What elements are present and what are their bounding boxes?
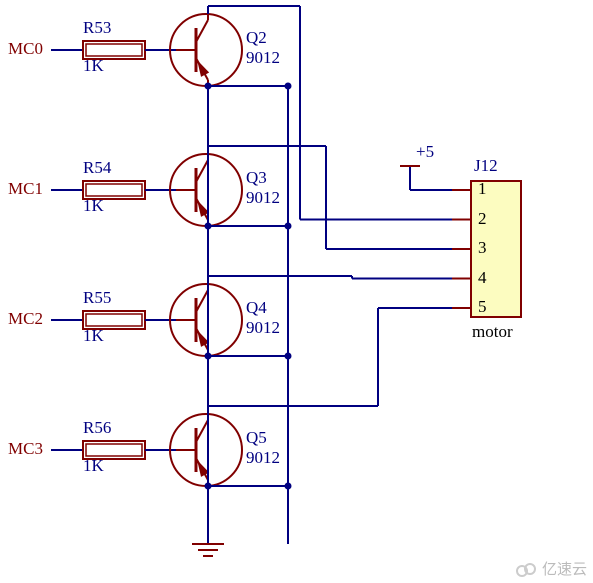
resistor-ref-r55: R55: [83, 288, 111, 308]
connector-pin-5: 5: [478, 297, 487, 317]
connector-pin-2: 2: [478, 209, 487, 229]
transistor-ref-q3: Q3: [246, 168, 267, 188]
connector-pin-4: 4: [478, 268, 487, 288]
net-label-mc0: MC0: [8, 39, 43, 59]
transistor-val-q4: 9012: [246, 318, 280, 338]
net-label-mc2: MC2: [8, 309, 43, 329]
transistor-ref-q2: Q2: [246, 28, 267, 48]
connector-ref: J12: [474, 156, 498, 176]
resistor-val-r53: 1K: [83, 56, 104, 76]
transistor-val-q2: 9012: [246, 48, 280, 68]
connector-name: motor: [472, 322, 513, 342]
transistor-ref-q5: Q5: [246, 428, 267, 448]
connector-pin-3: 3: [478, 238, 487, 258]
resistor-ref-r54: R54: [83, 158, 111, 178]
watermark: 亿速云: [516, 558, 587, 579]
resistor-ref-r56: R56: [83, 418, 111, 438]
transistor-val-q5: 9012: [246, 448, 280, 468]
net-label-mc3: MC3: [8, 439, 43, 459]
net-label-mc1: MC1: [8, 179, 43, 199]
power-label: +5: [416, 142, 434, 162]
resistor-val-r56: 1K: [83, 456, 104, 476]
resistor-ref-r53: R53: [83, 18, 111, 38]
watermark-text: 亿速云: [542, 561, 587, 578]
transistor-val-q3: 9012: [246, 188, 280, 208]
connector-pin-1: 1: [478, 179, 487, 199]
resistor-val-r54: 1K: [83, 196, 104, 216]
transistor-ref-q4: Q4: [246, 298, 267, 318]
resistor-val-r55: 1K: [83, 326, 104, 346]
